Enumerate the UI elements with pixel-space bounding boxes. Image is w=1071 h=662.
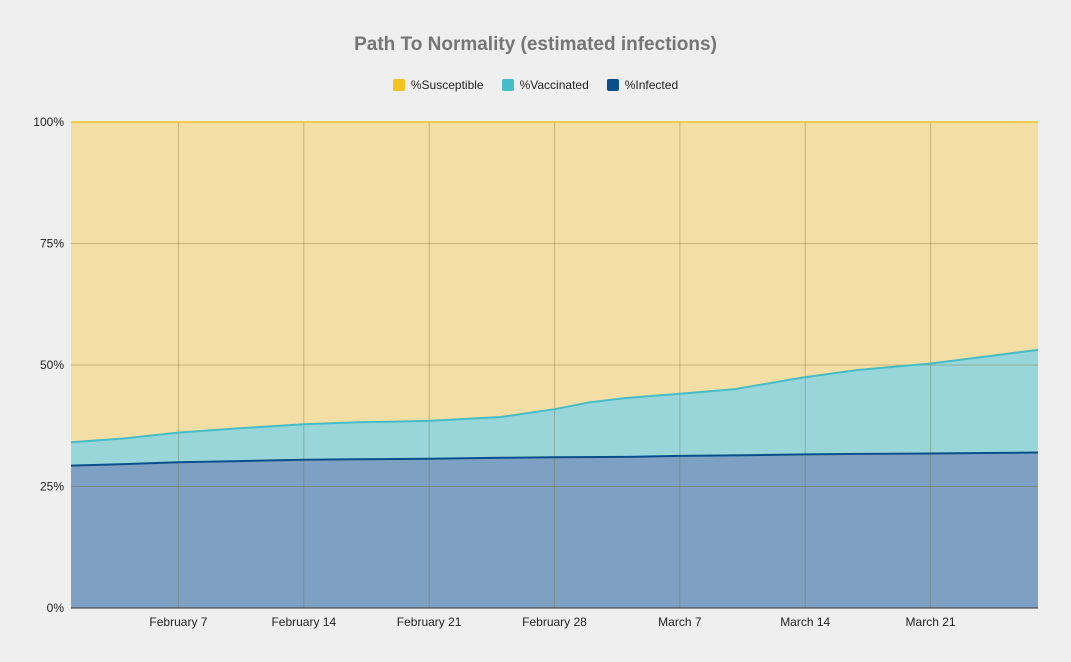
- legend-item-infected[interactable]: %Infected: [606, 78, 679, 92]
- y-tick-label: 25%: [40, 480, 64, 494]
- x-tick-label: February 7: [149, 615, 207, 629]
- legend-label-vaccinated: %Vaccinated: [519, 78, 589, 92]
- line-vaccinated: [70, 348, 1039, 444]
- legend-label-infected: %Infected: [624, 78, 679, 92]
- legend-label-susceptible: %Susceptible: [410, 78, 484, 92]
- legend-item-vaccinated[interactable]: %Vaccinated: [501, 78, 589, 92]
- x-tick-label: March 14: [780, 615, 830, 629]
- legend-swatch-susceptible: [392, 79, 405, 91]
- area-infected: [71, 452, 1038, 608]
- legend-item-susceptible[interactable]: %Susceptible: [392, 78, 484, 92]
- x-tick-label: March 7: [658, 615, 702, 629]
- x-tick-label: February 21: [397, 615, 462, 629]
- x-tick-label: February 14: [271, 615, 336, 629]
- x-tick-label: March 21: [906, 615, 956, 629]
- legend: %Susceptible %Vaccinated %Infected: [0, 78, 1071, 92]
- y-tick-label: 75%: [40, 237, 64, 251]
- x-tick-label: February 28: [522, 615, 587, 629]
- chart-title: Path To Normality (estimated infections): [354, 34, 717, 55]
- y-tick-label: 0%: [47, 601, 65, 615]
- legend-swatch-vaccinated: [501, 79, 514, 91]
- line-infected: [70, 451, 1039, 467]
- legend-swatch-infected: [606, 79, 619, 91]
- y-tick-label: 100%: [33, 115, 64, 129]
- y-tick-label: 50%: [40, 358, 64, 372]
